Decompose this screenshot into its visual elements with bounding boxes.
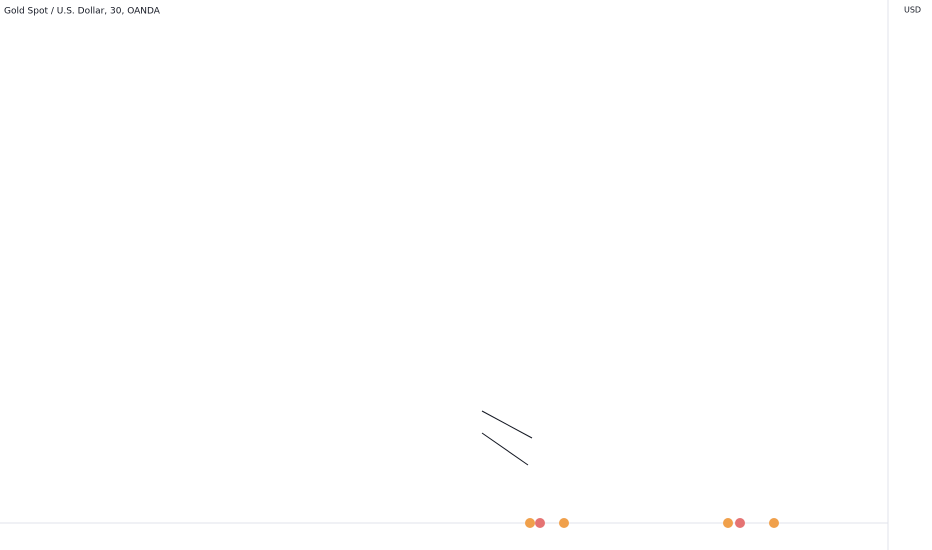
currency: USD [904,6,921,15]
chart-title: Gold Spot / U.S. Dollar, 30, OANDA [4,7,161,17]
event-icons [525,518,779,528]
wedge [481,410,533,466]
